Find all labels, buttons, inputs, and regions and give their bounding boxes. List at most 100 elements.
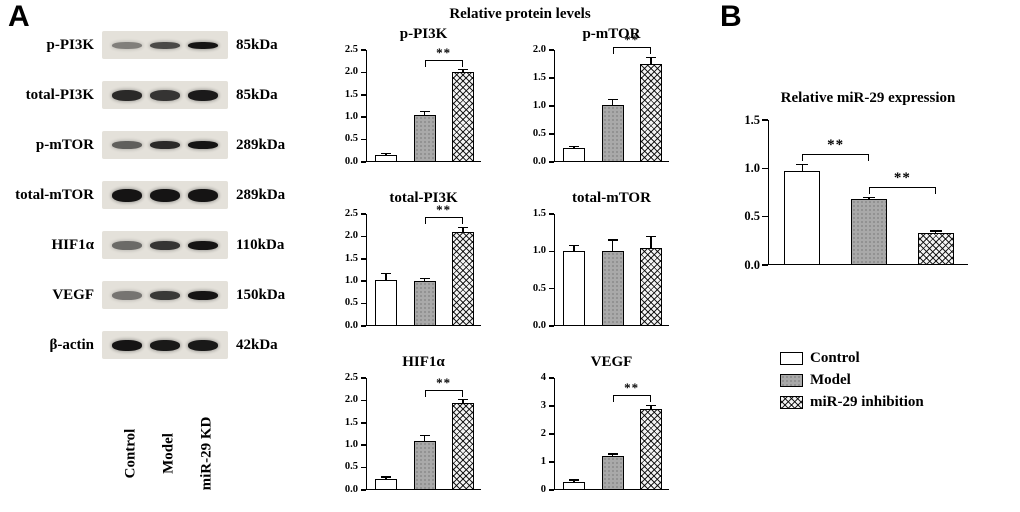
error-bar-whisker <box>385 477 387 479</box>
panel-b-label: B <box>720 0 742 33</box>
y-tick-label: 1.5 <box>744 112 760 127</box>
error-bar-cap <box>419 434 430 437</box>
y-tick-label: 0.5 <box>344 461 358 473</box>
blot-kda-label: 85kDa <box>236 86 278 103</box>
error-bar-whisker <box>462 69 464 73</box>
y-tick-label: 0.5 <box>344 297 358 309</box>
blot-band <box>112 240 142 250</box>
legend: Control Model miR-29 inhibition <box>780 350 924 416</box>
legend-item-mir29-inhibition: miR-29 inhibition <box>780 394 924 411</box>
error-bar-whisker <box>573 146 575 148</box>
y-tick-label: 2.5 <box>344 43 358 55</box>
error-bar-cap <box>645 404 656 407</box>
error-bar-whisker <box>462 399 464 403</box>
legend-label: Model <box>810 372 851 388</box>
significance-bracket <box>612 395 651 403</box>
bar <box>413 114 436 162</box>
blot-target-label: VEGF <box>52 286 94 303</box>
error-bar-cap <box>457 226 468 229</box>
y-tick-mark <box>360 49 366 51</box>
legend-swatch-cross-icon <box>780 396 803 409</box>
significance-label: ** <box>436 44 452 60</box>
blot-band <box>150 290 180 300</box>
chart-title: total-PI3K <box>389 190 458 206</box>
significance-label: ** <box>436 202 452 218</box>
bar <box>784 171 821 265</box>
chart-total-pi3k: total-PI3K 0.0 0.5 1.0 1.5 2.0 2.5 ** <box>332 190 518 331</box>
lane-label-control: Control <box>122 428 139 479</box>
y-tick-mark <box>548 489 554 491</box>
y-tick-label: 1.5 <box>344 416 358 428</box>
blot-image-hif1a <box>102 231 228 259</box>
y-tick-mark <box>548 377 554 379</box>
blot-band <box>150 188 180 202</box>
blot-kda-label: 85kDa <box>236 36 278 53</box>
blot-band <box>150 89 180 101</box>
chart-title: VEGF <box>590 354 633 370</box>
y-tick-label: 1.5 <box>344 252 358 264</box>
bar <box>563 148 586 162</box>
y-tick-mark <box>548 133 554 135</box>
error-bar-whisker <box>611 240 614 252</box>
error-bar-whisker <box>650 236 652 248</box>
error-bar-cap <box>569 479 580 481</box>
y-tick-label: 3 <box>540 399 546 411</box>
chart-title: HIF1α <box>402 354 445 370</box>
error-bar-cap <box>457 68 468 71</box>
significance-bracket <box>612 47 651 55</box>
chart-title: p-mTOR <box>582 26 641 42</box>
y-tick-mark <box>548 250 554 253</box>
error-bar-whisker <box>611 454 614 457</box>
y-tick-label: 2.0 <box>532 43 546 55</box>
y-tick-mark <box>360 302 366 305</box>
error-bar-cap <box>569 244 580 247</box>
y-tick-label: 0.0 <box>532 319 546 331</box>
bar <box>451 72 474 162</box>
y-tick-label: 1.0 <box>344 275 358 287</box>
y-tick-label: 1.0 <box>532 99 546 111</box>
blot-image-p-mtor <box>102 131 228 159</box>
blot-target-label: total-PI3K <box>25 86 94 103</box>
blot-kda-label: 289kDa <box>236 186 286 203</box>
bar <box>851 199 887 265</box>
y-tick-label: 0.5 <box>744 209 760 224</box>
plot-hif1a: 0.0 0.5 1.0 1.5 2.0 2.5 ** <box>345 372 481 495</box>
legend-label: Control <box>810 350 860 366</box>
blot-row-p-pi3k: p-PI3K 85kDa <box>4 30 285 60</box>
error-bar-cap <box>381 476 392 478</box>
bar <box>601 104 624 162</box>
y-tick-label: 0.0 <box>744 257 760 272</box>
y-tick-label: 2.5 <box>344 371 358 383</box>
y-tick-mark <box>360 280 366 282</box>
y-tick-mark <box>548 405 554 407</box>
y-tick-mark <box>360 138 366 141</box>
lane-label-model: Model <box>160 433 177 474</box>
blot-kda-label: 150kDa <box>236 286 286 303</box>
y-tick-label: 1.5 <box>532 71 546 83</box>
y-tick-mark <box>548 461 554 463</box>
error-bar-cap <box>645 235 656 238</box>
y-tick-label: 0.5 <box>532 127 546 139</box>
y-tick-label: 1.0 <box>532 245 546 257</box>
error-bar-whisker <box>462 227 464 232</box>
blot-target-label: HIF1α <box>51 236 94 253</box>
blot-band <box>188 188 218 202</box>
plot-total-mtor: 0.0 0.5 1.0 1.5 <box>533 208 669 331</box>
error-bar-whisker <box>611 99 614 105</box>
blot-band <box>188 240 218 250</box>
significance-bracket <box>869 187 936 195</box>
y-tick-label: 1.0 <box>344 439 358 451</box>
y-tick-mark <box>360 94 366 96</box>
chart-total-mtor: total-mTOR 0.0 0.5 1.0 1.5 <box>520 190 706 331</box>
y-tick-mark <box>360 399 366 402</box>
bar <box>451 402 474 490</box>
blot-image-b-actin <box>102 331 228 359</box>
error-bar-whisker <box>801 164 804 172</box>
blot-kda-label: 289kDa <box>236 136 286 153</box>
y-tick-mark <box>360 71 366 74</box>
blot-band <box>112 89 142 101</box>
bar <box>639 64 662 162</box>
bar <box>413 440 436 490</box>
error-bar-whisker <box>385 153 387 156</box>
